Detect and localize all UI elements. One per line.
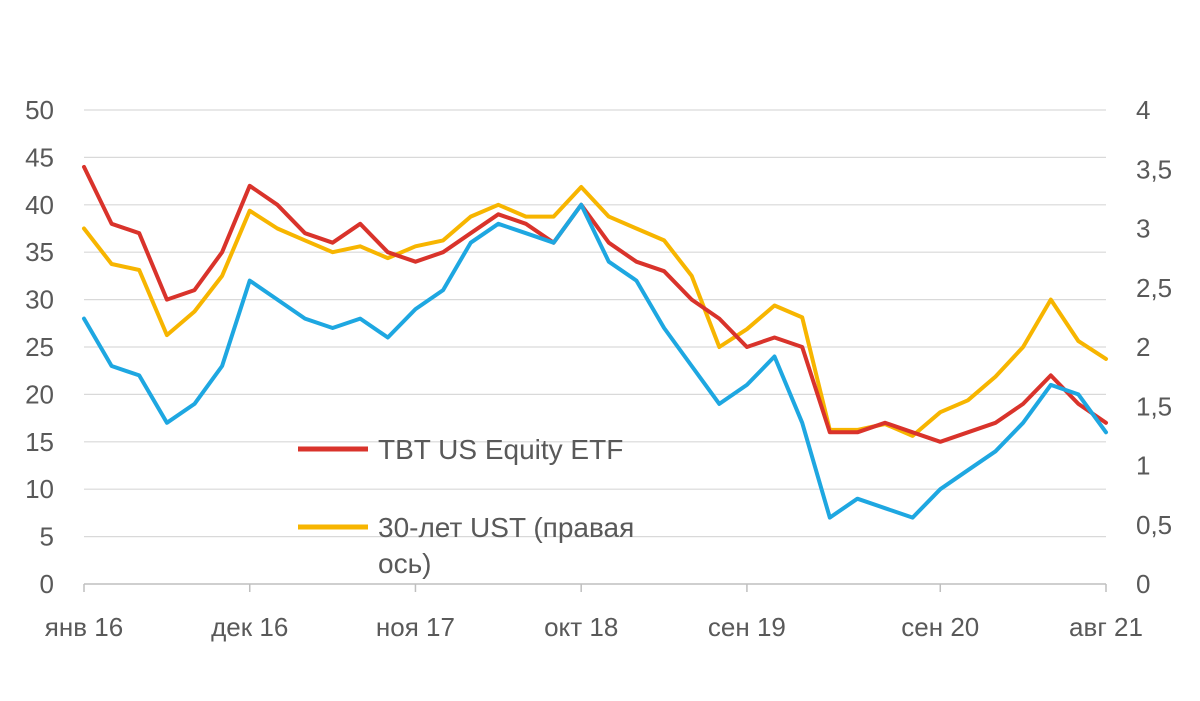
y-left-tick-label: 40 bbox=[25, 190, 54, 220]
x-axis: янв 16 дек 16 ноя 17 окт 18 сен 19 сен 20 авг … bbox=[45, 584, 1143, 642]
y-right-tick-label: 1 bbox=[1136, 451, 1150, 481]
y-left-tick-label: 35 bbox=[25, 237, 54, 267]
series-line-tbt bbox=[82, 164, 1108, 444]
y-right-tick-label: 1,5 bbox=[1136, 391, 1172, 421]
y-left-tick-label: 45 bbox=[25, 142, 54, 172]
y-left-tick-label: 20 bbox=[25, 379, 54, 409]
y-right-tick-label: 4 bbox=[1136, 95, 1150, 125]
y-right-tick-label: 2 bbox=[1136, 332, 1150, 362]
gridlines bbox=[84, 109, 1106, 585]
legend-label-ust-line1: 30-лет UST (правая bbox=[378, 512, 634, 543]
legend-label-ust-line2: ось) bbox=[378, 548, 431, 579]
y-left-tick-label: 50 bbox=[25, 95, 54, 125]
legend: TBT US Equity ETF 30-лет UST (правая ось… bbox=[298, 434, 642, 579]
x-tick-label: окт 18 bbox=[544, 612, 618, 642]
x-tick-label: ноя 17 bbox=[376, 612, 455, 642]
legend-label-tbt: TBT US Equity ETF bbox=[378, 434, 623, 465]
y-left-tick-label: 25 bbox=[25, 332, 54, 362]
y-left-tick-label: 15 bbox=[25, 427, 54, 457]
series-line-third bbox=[82, 202, 1108, 520]
y-left-tick-label: 10 bbox=[25, 474, 54, 504]
y-axis-left: 0 5 10 15 20 25 30 35 40 45 50 bbox=[25, 95, 54, 599]
legend-label-ust: 30-лет UST (правая ось) bbox=[378, 512, 642, 579]
x-tick-label: янв 16 bbox=[45, 612, 123, 642]
y-right-tick-label: 3,5 bbox=[1136, 154, 1172, 184]
y-left-tick-label: 30 bbox=[25, 285, 54, 315]
x-tick-label: сен 20 bbox=[901, 612, 979, 642]
series-lines bbox=[82, 164, 1108, 520]
y-left-tick-label: 0 bbox=[40, 569, 54, 599]
y-left-tick-label: 5 bbox=[40, 522, 54, 552]
y-right-tick-label: 0,5 bbox=[1136, 510, 1172, 540]
series-line-ust-30y bbox=[82, 185, 1108, 438]
y-axis-right: 0 0,5 1 1,5 2 2,5 3 3,5 4 bbox=[1136, 95, 1172, 599]
x-tick-label: авг 21 bbox=[1069, 612, 1143, 642]
y-right-tick-label: 0 bbox=[1136, 569, 1150, 599]
x-tick-label: сен 19 bbox=[708, 612, 786, 642]
y-right-tick-label: 2,5 bbox=[1136, 273, 1172, 303]
y-right-tick-label: 3 bbox=[1136, 214, 1150, 244]
x-tick-label: дек 16 bbox=[211, 612, 288, 642]
